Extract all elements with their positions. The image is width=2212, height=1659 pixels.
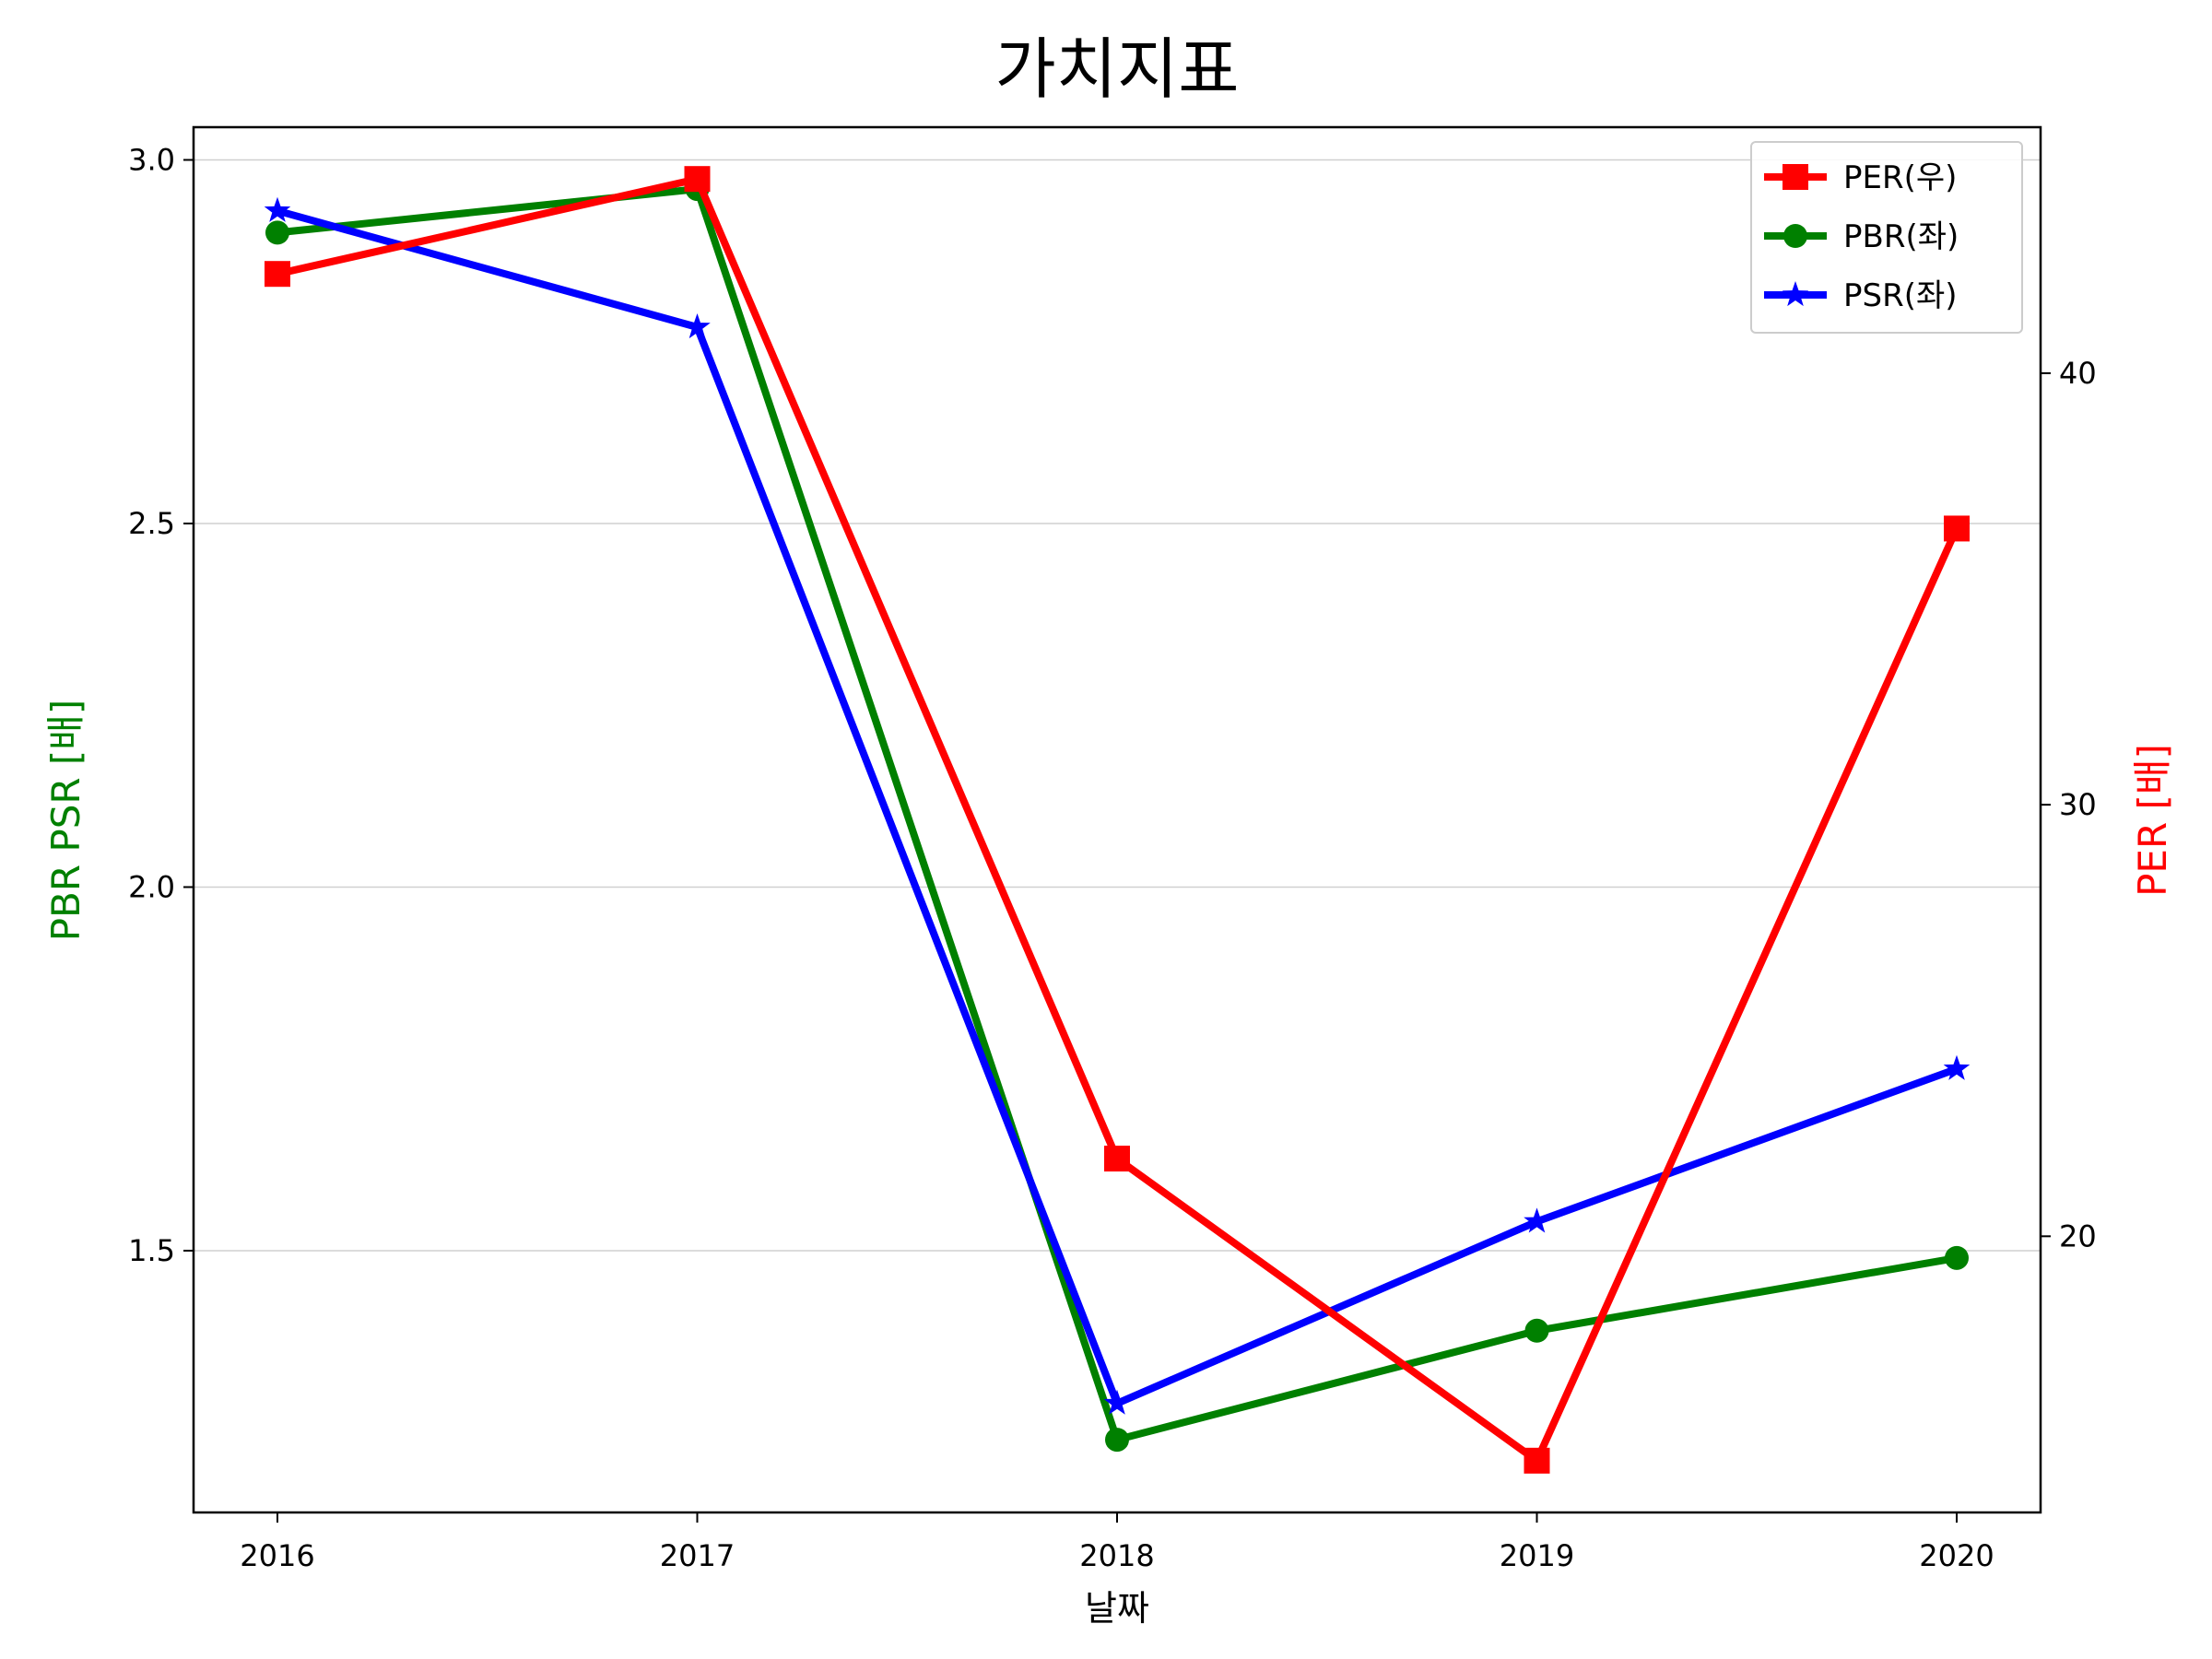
x-tick-label: 2018 xyxy=(1079,1538,1154,1573)
x-tick-label: 2017 xyxy=(660,1538,735,1573)
psr-point xyxy=(1943,1054,1971,1080)
pbr-point xyxy=(265,220,289,245)
left-y-tick-label: 1.5 xyxy=(128,1233,175,1268)
per-line xyxy=(276,174,1960,1466)
legend: PER(우) PBR(좌) PSR(좌) xyxy=(1750,141,2023,334)
x-tick-label: 2016 xyxy=(240,1538,314,1573)
legend-item-psr: PSR(좌) xyxy=(1764,277,1958,314)
per-point xyxy=(1944,515,1970,542)
per-point xyxy=(265,261,290,288)
x-tick-label: 2019 xyxy=(1500,1538,1574,1573)
per-point xyxy=(1104,1146,1130,1172)
pbr-line xyxy=(276,184,1958,1444)
pbr-point xyxy=(1945,1245,1969,1270)
series-per xyxy=(265,166,1970,1474)
psr-point xyxy=(1103,1389,1131,1415)
psr-point xyxy=(684,313,711,339)
left-y-tick-label: 3.0 xyxy=(128,143,175,178)
legend-marker xyxy=(1782,281,1809,307)
left-y-tick-label: 2.0 xyxy=(128,869,175,904)
per-point xyxy=(1524,1447,1550,1474)
psr-line xyxy=(276,206,1959,1409)
gridlines xyxy=(194,159,2041,1252)
legend-marker xyxy=(1783,224,1807,248)
legend-item-per: PER(우) xyxy=(1764,159,1957,196)
left-y-axis-label: PBR PSR [배] xyxy=(43,700,88,942)
legend-label: PBR(좌) xyxy=(1843,218,1959,255)
legend-label: PSR(좌) xyxy=(1843,277,1958,314)
right-y-axis-label: PER [배] xyxy=(2130,744,2175,897)
right-y-tick-label: 20 xyxy=(2059,1218,2097,1253)
x-tick-label: 2020 xyxy=(1919,1538,1994,1573)
pbr-point xyxy=(1105,1428,1129,1453)
right-y-tick-label: 40 xyxy=(2059,356,2097,391)
axes: 1.5 2.0 2.5 3.0 20 30 40 2016 2017 2018 2019 2020 xyxy=(128,143,2097,1573)
psr-point xyxy=(1524,1207,1550,1233)
legend-label: PER(우) xyxy=(1843,159,1957,196)
left-y-tick-label: 2.5 xyxy=(128,506,175,541)
pbr-point xyxy=(1524,1318,1549,1343)
series-pbr xyxy=(265,177,1969,1453)
legend-box xyxy=(1750,141,2023,334)
series-psr xyxy=(264,196,1971,1415)
legend-item-pbr: PBR(좌) xyxy=(1764,218,1959,255)
psr-point xyxy=(264,196,291,222)
right-y-tick-label: 30 xyxy=(2059,787,2097,822)
per-point xyxy=(684,166,711,193)
series-lines xyxy=(264,166,1971,1474)
legend-marker xyxy=(1783,164,1808,190)
x-axis-label: 날짜 xyxy=(1085,1588,1149,1629)
chart-title: 가치지표 xyxy=(995,30,1240,108)
plot-frame xyxy=(192,125,2042,1514)
